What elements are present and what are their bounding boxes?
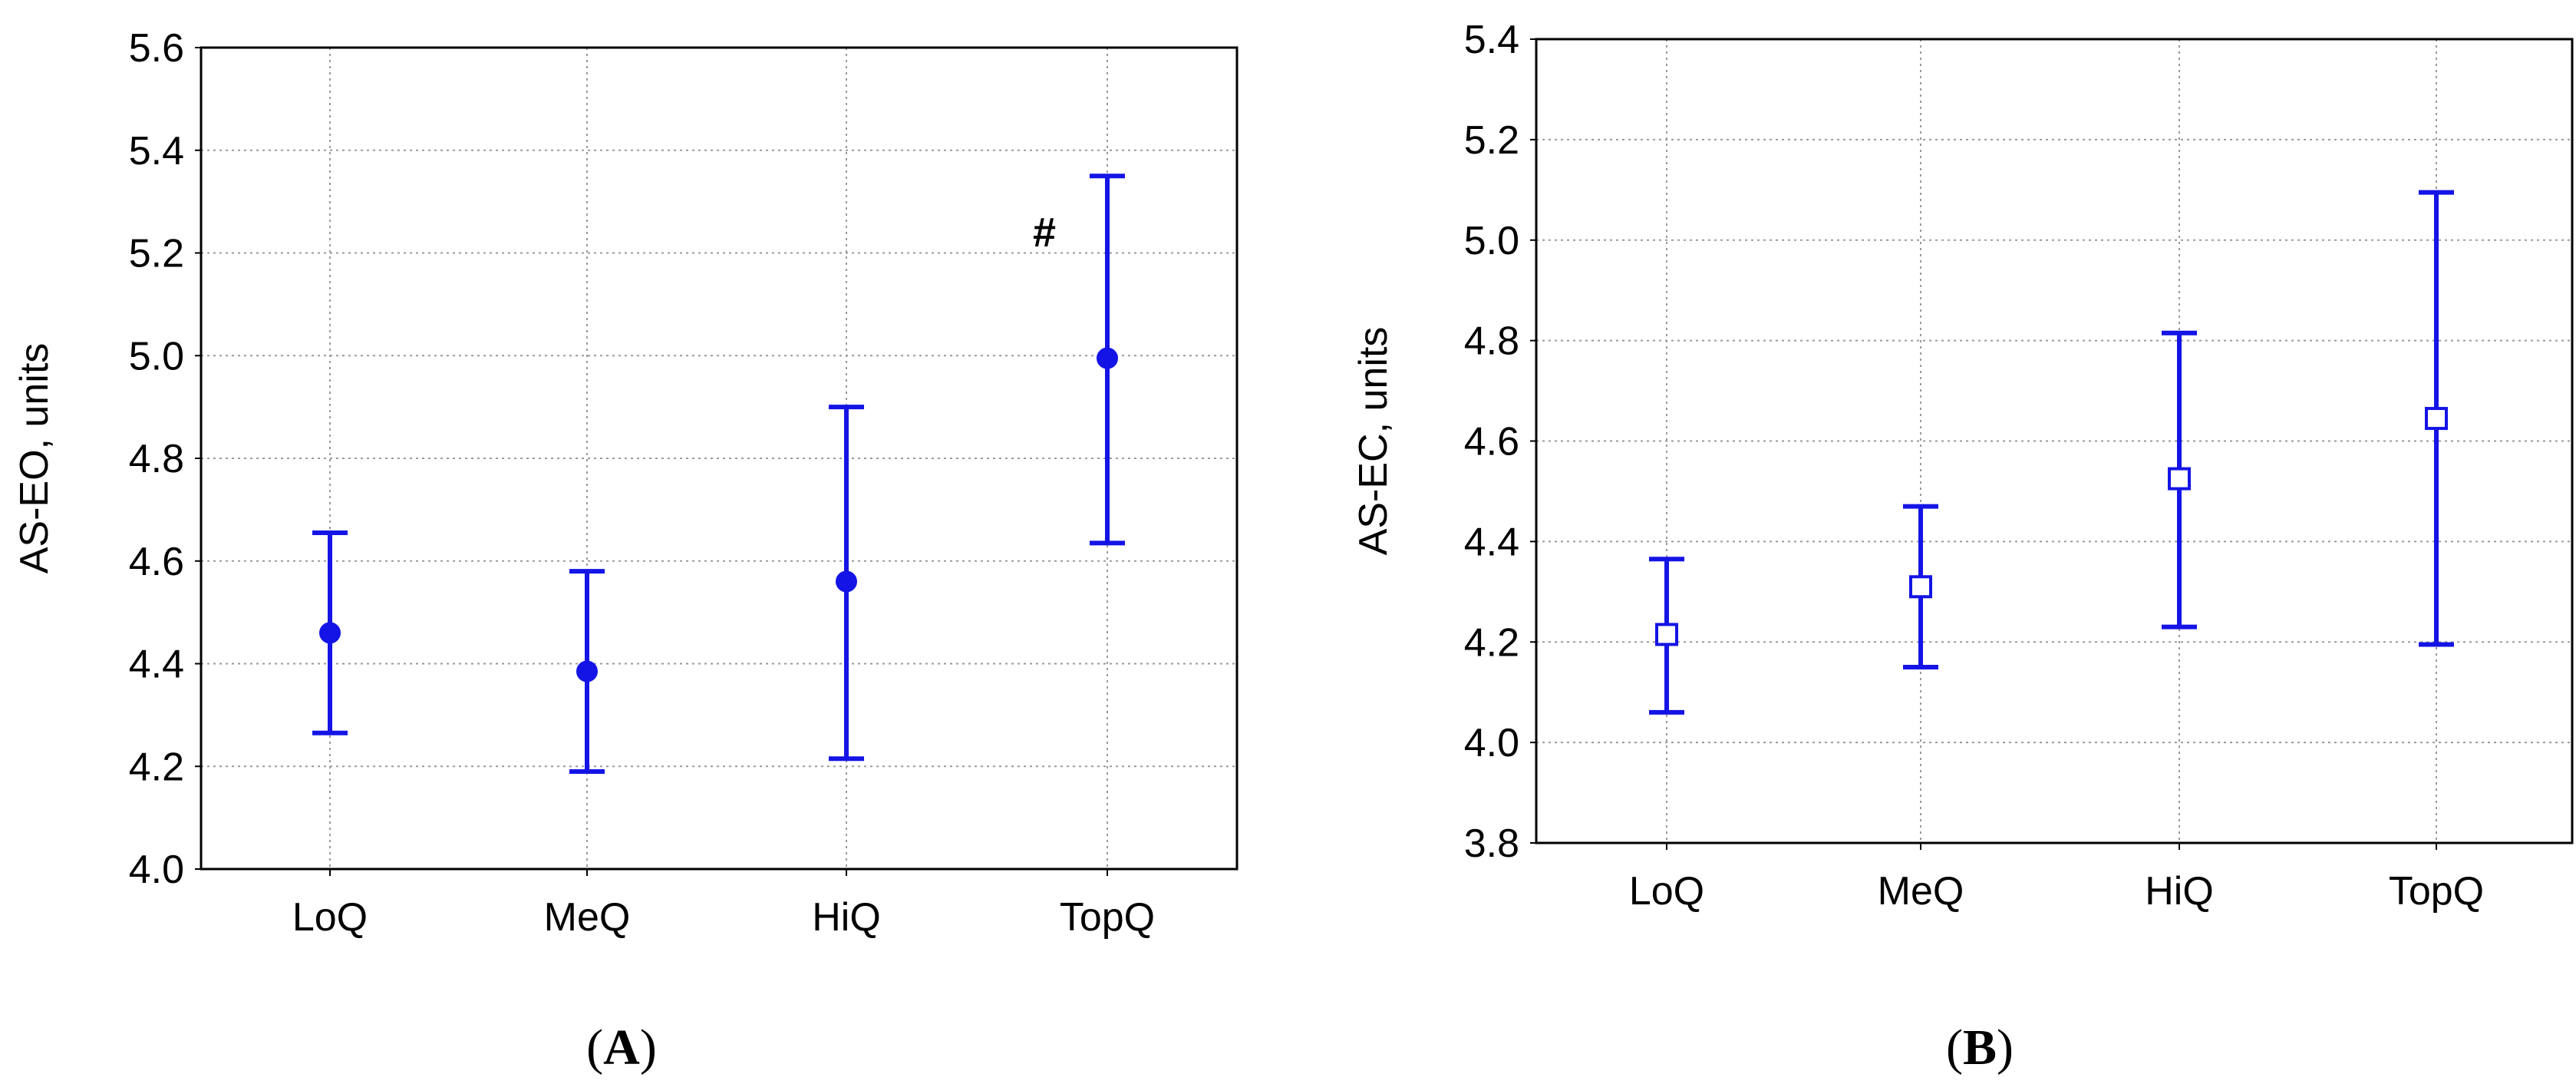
y-tick-label: 4.4 [129, 643, 184, 687]
mean-point [1097, 347, 1118, 369]
y-tick-label: 5.2 [1464, 118, 1519, 163]
mean-point [1909, 575, 1932, 599]
panel-a-label: (A) [586, 1020, 657, 1076]
mean-point [2425, 407, 2448, 431]
panel-a: 4.0 4.2 4.4 4.6 4.8 5.0 5.2 5.4 5.6 LoQ MeQ HiQ TopQ… [12, 26, 1239, 940]
y-tick-label: 4.6 [129, 540, 184, 584]
y-tick-label: 4.6 [1464, 420, 1519, 464]
plot-frame [200, 46, 1239, 871]
y-tick-label: 5.4 [1464, 18, 1519, 62]
x-tick-label: HiQ [812, 895, 881, 940]
y-tick-label: 5.0 [129, 334, 184, 378]
x-tick-label: MeQ [1878, 869, 1964, 914]
y-tick-label: 4.2 [129, 745, 184, 789]
y-tick-label: 4.2 [1464, 620, 1519, 665]
y-tick-label: 4.8 [129, 437, 184, 481]
significance-marker: # [1033, 210, 1056, 256]
x-tick-label: TopQ [1060, 895, 1155, 940]
mean-point [2168, 467, 2191, 491]
x-tick-label: TopQ [2389, 869, 2484, 914]
mean-point [1655, 623, 1678, 646]
y-axis-title: AS-EC, units [1351, 327, 1396, 556]
x-tick-label: LoQ [1629, 869, 1704, 914]
y-tick-label: 5.2 [129, 232, 184, 276]
plot-frame [1535, 38, 2574, 844]
y-tick-label: 4.8 [1464, 319, 1519, 364]
y-tick-label: 5.4 [129, 129, 184, 174]
x-tick-label: HiQ [2145, 869, 2214, 914]
mean-point [836, 570, 857, 593]
y-tick-label: 4.4 [1464, 520, 1519, 564]
x-tick-label: MeQ [544, 895, 631, 940]
y-tick-label: 4.0 [129, 848, 184, 892]
mean-point [319, 622, 341, 644]
panel-b: 3.8 4.0 4.2 4.4 4.6 4.8 5.0 5.2 5.4 LoQ MeQ HiQ TopQ… [1351, 18, 2574, 914]
y-tick-label: 5.6 [129, 26, 184, 71]
y-tick-label: 3.8 [1464, 821, 1519, 866]
mean-point [576, 660, 598, 682]
y-tick-label: 4.0 [1464, 721, 1519, 765]
x-tick-label: LoQ [292, 895, 368, 940]
y-axis-title: AS-EO, units [12, 343, 57, 574]
y-tick-label: 5.0 [1464, 219, 1519, 263]
panel-b-label: (B) [1946, 1020, 2014, 1076]
